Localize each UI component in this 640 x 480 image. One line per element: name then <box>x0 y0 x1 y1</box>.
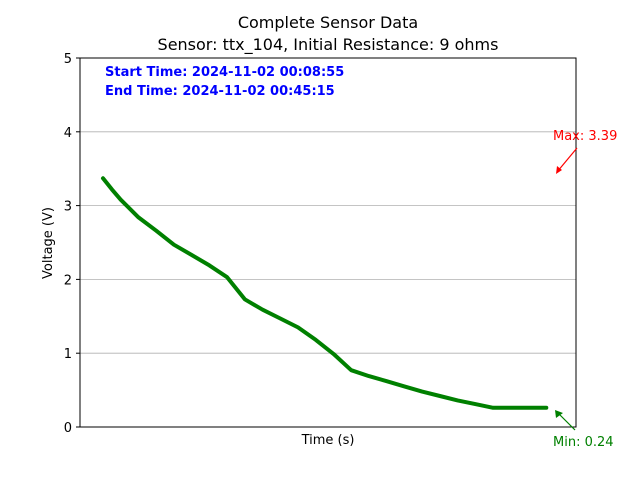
start-time-text: Start Time: 2024-11-02 00:08:55 <box>105 65 344 80</box>
y-axis-ticks: 0 1 2 3 4 5 <box>64 52 80 436</box>
x-axis-label: Time (s) <box>301 433 355 448</box>
gridlines <box>80 131 576 354</box>
max-annotation: Max: 3.39 <box>553 129 617 174</box>
y-tick-label: 0 <box>64 421 72 436</box>
plot-frame <box>79 57 577 428</box>
chart-title: Complete Sensor Data <box>238 13 418 32</box>
series-lines <box>101 176 549 410</box>
y-tick-label: 5 <box>64 52 72 67</box>
y-tick-label: 2 <box>64 273 72 288</box>
min-annotation: Min: 0.24 <box>553 410 614 450</box>
y-tick-label: 3 <box>64 200 72 215</box>
max-annotation-label: Max: 3.39 <box>553 129 617 144</box>
y-axis-label: Voltage (V) <box>41 207 56 279</box>
series-line <box>101 176 549 410</box>
y-tick-label: 4 <box>64 126 72 141</box>
min-arrow-head <box>555 410 563 418</box>
y-tick-label: 1 <box>64 347 72 362</box>
end-time-text: End Time: 2024-11-02 00:45:15 <box>105 84 335 99</box>
min-annotation-label: Min: 0.24 <box>553 435 614 450</box>
chart-subtitle: Sensor: ttx_104, Initial Resistance: 9 o… <box>158 35 499 55</box>
max-arrow <box>556 147 578 173</box>
max-arrow-head <box>556 166 562 174</box>
